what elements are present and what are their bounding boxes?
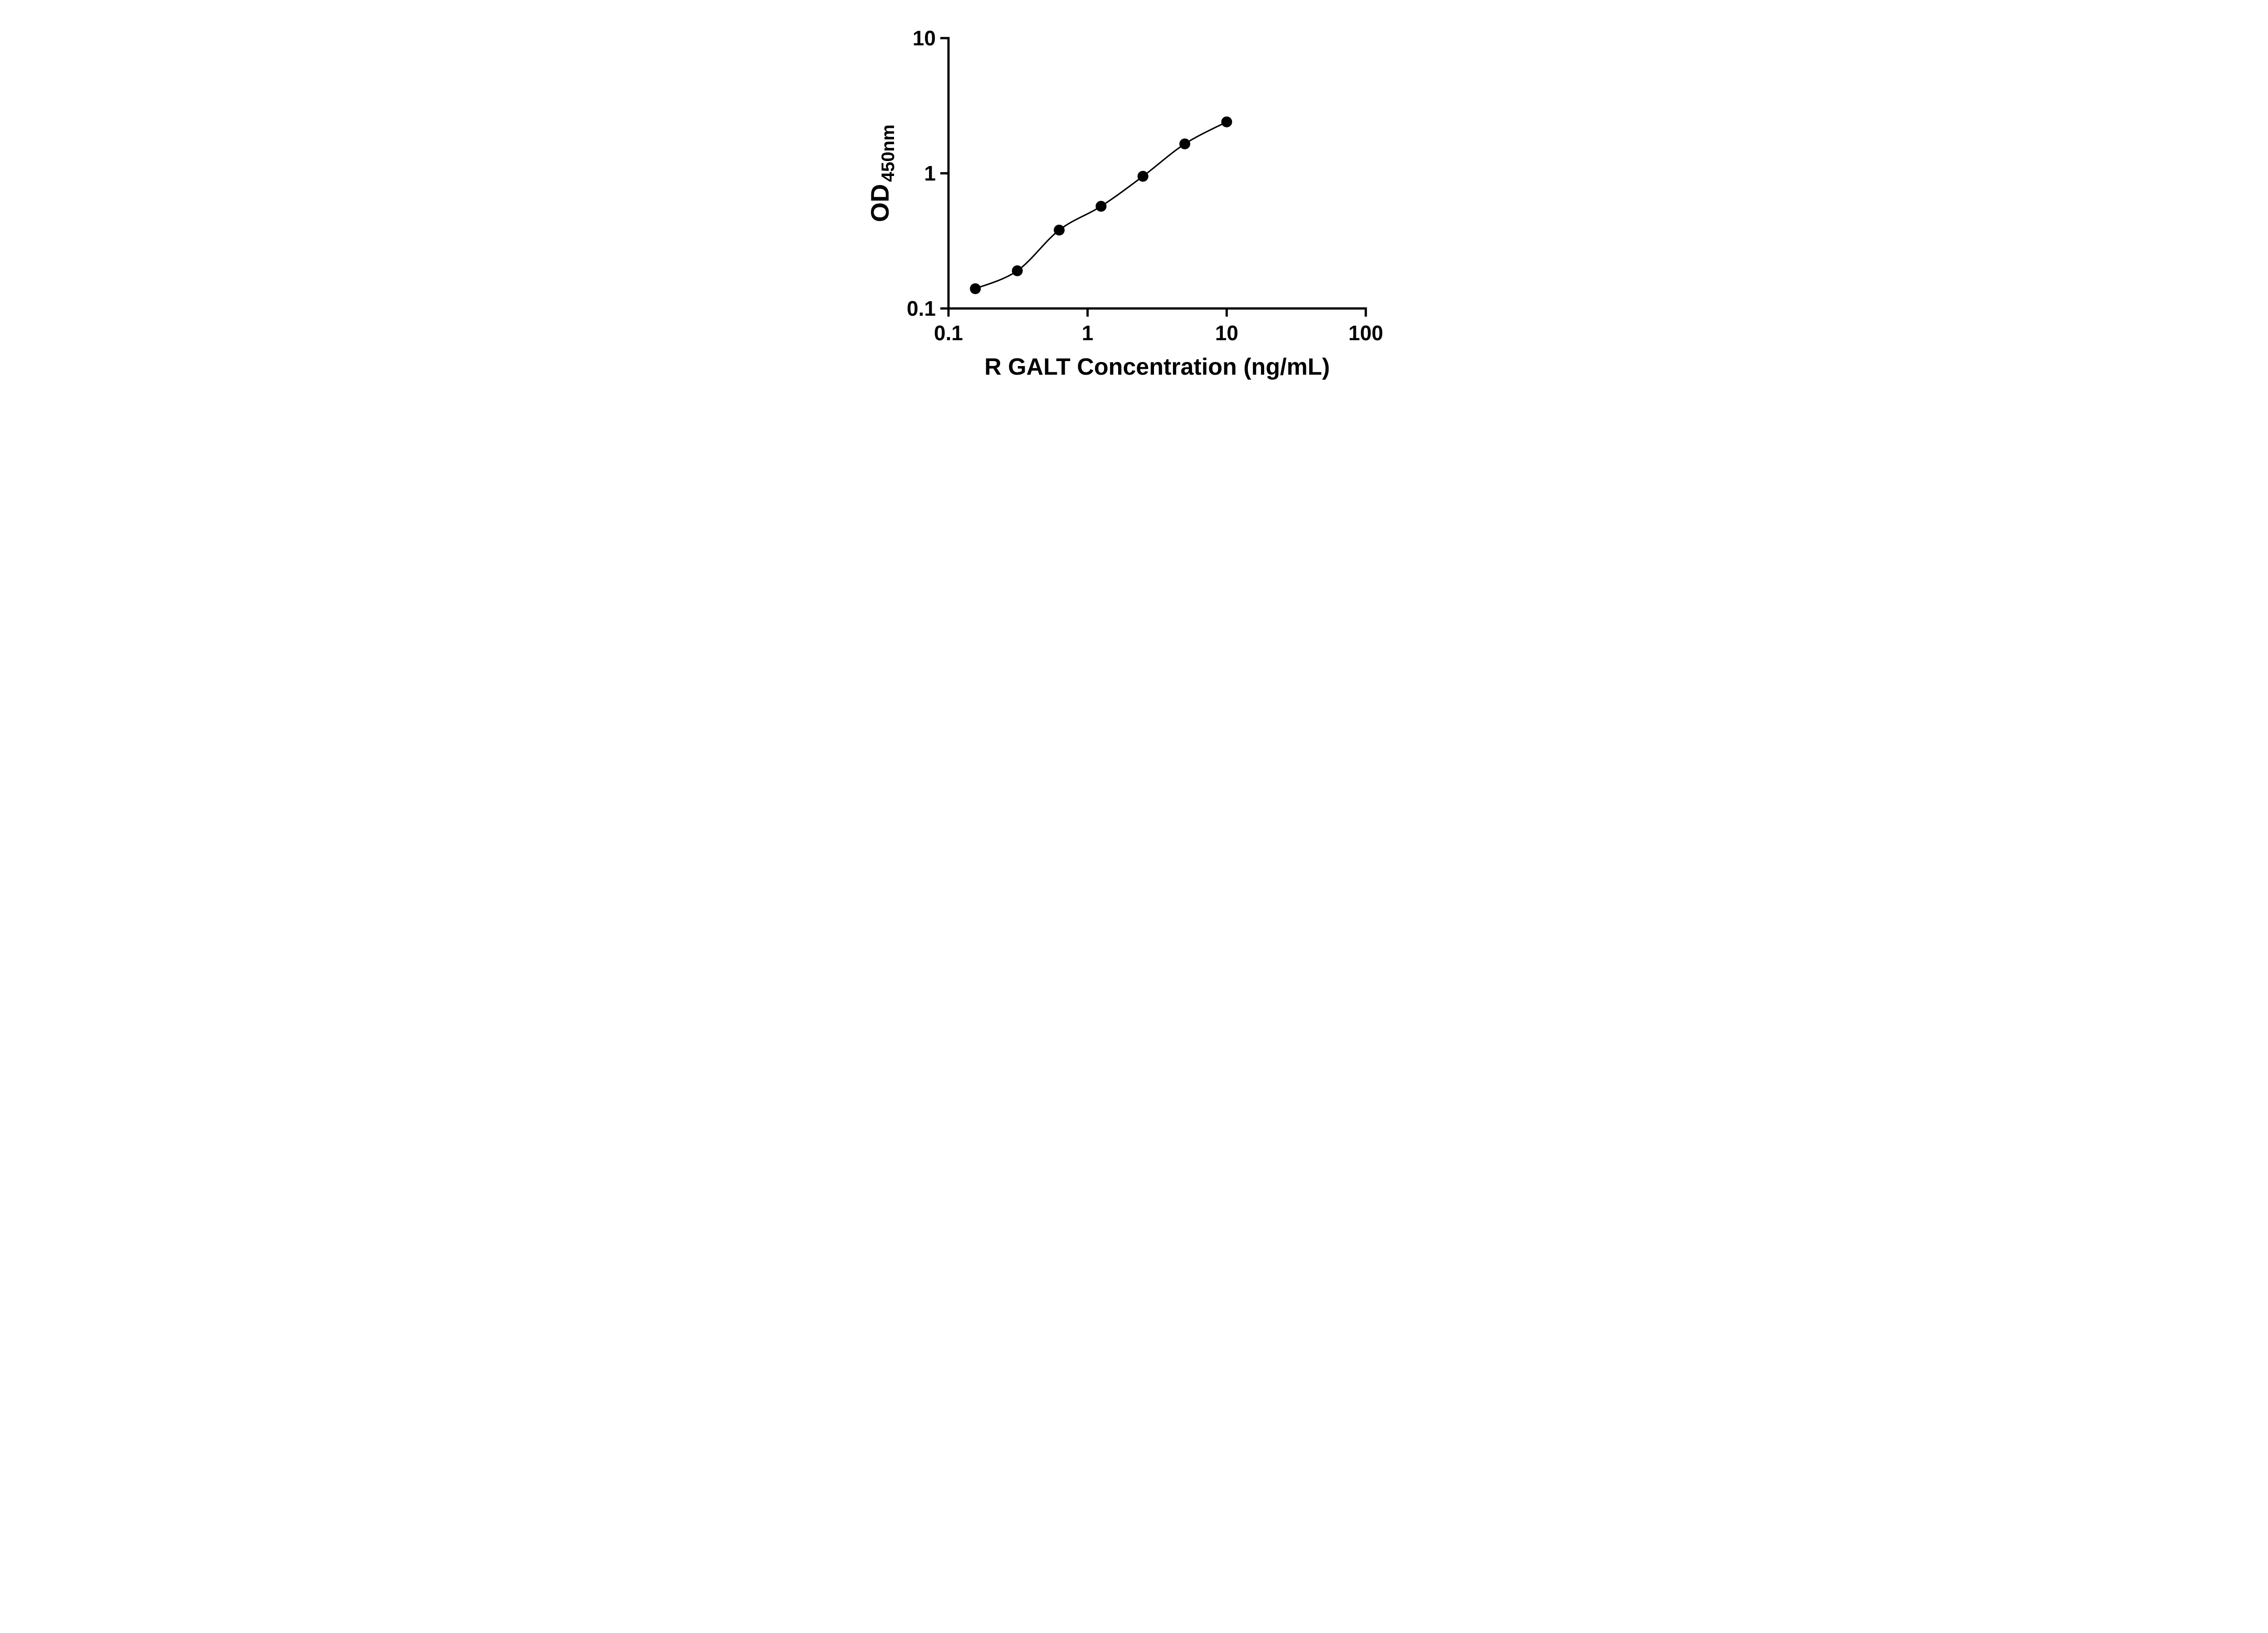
y-axis-title: OD 450nm xyxy=(865,124,898,222)
y-tick-label: 0.1 xyxy=(907,297,936,320)
data-point xyxy=(1221,116,1232,127)
y-tick-label: 10 xyxy=(912,26,935,50)
y-tick-label: 1 xyxy=(924,161,936,185)
y-axis-title-main: OD xyxy=(865,184,894,222)
axes: 0.1 1 10 100 0.1 1 10 xyxy=(907,26,1383,345)
x-tick-label: 10 xyxy=(1215,321,1238,345)
data-series xyxy=(969,116,1232,294)
chart-container: 0.1 1 10 100 0.1 1 10 R GALT Concentration (ng… xyxy=(848,0,1420,408)
data-point xyxy=(1095,200,1106,212)
x-axis-title: R GALT Concentration (ng/mL) xyxy=(984,354,1330,380)
x-tick-label: 1 xyxy=(1081,321,1093,345)
data-point xyxy=(1137,171,1149,182)
data-point xyxy=(1012,265,1023,276)
x-tick-label: 100 xyxy=(1348,321,1383,345)
data-point xyxy=(1179,138,1190,150)
standard-curve-chart: 0.1 1 10 100 0.1 1 10 R GALT Concentration (ng… xyxy=(865,26,1383,380)
y-axis-title-subscript: 450nm xyxy=(878,124,898,182)
data-point xyxy=(1053,225,1065,236)
x-tick-label: 0.1 xyxy=(934,321,963,345)
data-point xyxy=(969,283,981,294)
